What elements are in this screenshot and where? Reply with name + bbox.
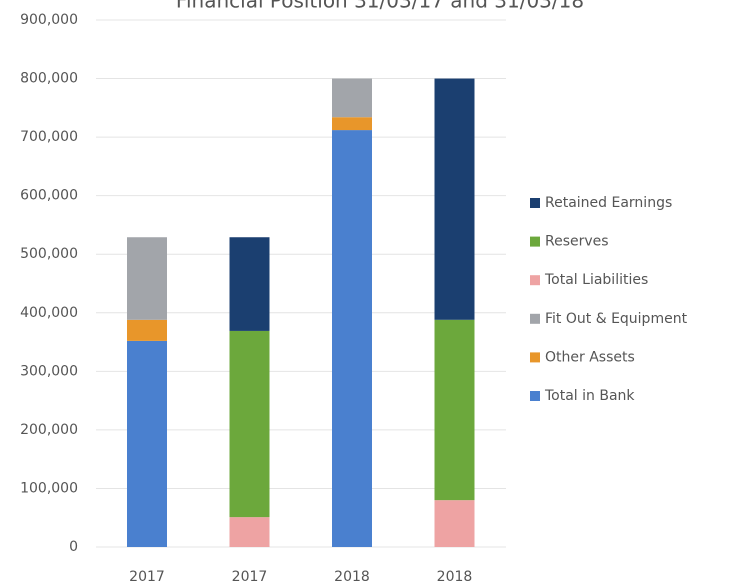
y-tick-label: 300,000 — [20, 363, 78, 379]
y-tick-label: 500,000 — [20, 246, 78, 262]
legend-label: Fit Out & Equipment — [545, 311, 688, 327]
legend-swatch — [530, 313, 540, 324]
x-tick-label: 2018 — [437, 569, 473, 581]
y-tick-label: 100,000 — [20, 480, 78, 496]
x-tick-label: 2017 — [232, 569, 268, 581]
bar-segment — [229, 517, 270, 547]
bar-segment — [229, 237, 270, 331]
chart-title: Financial Position 31/03/17 and 31/03/18 — [176, 0, 584, 13]
bar-segment — [434, 500, 475, 547]
x-tick-label: 2017 — [129, 569, 165, 581]
legend-label: Other Assets — [545, 349, 635, 365]
legend-swatch — [530, 198, 540, 208]
bar-segment — [332, 130, 372, 547]
legend-label: Retained Earnings — [545, 195, 672, 211]
legend-swatch — [530, 391, 540, 401]
y-tick-label: 800,000 — [20, 71, 78, 87]
legend-swatch — [530, 275, 540, 286]
bar-segment — [229, 330, 270, 518]
x-tick-label: 2018 — [334, 569, 370, 581]
bar-segment — [434, 78, 475, 320]
y-tick-label: 700,000 — [20, 129, 78, 145]
y-tick-label: 900,000 — [20, 12, 78, 28]
legend-swatch — [530, 352, 540, 363]
bar-segment — [332, 78, 372, 118]
bar-segment — [127, 319, 167, 341]
y-tick-label: 0 — [69, 539, 78, 555]
legend-label: Total in Bank — [544, 388, 635, 404]
y-tick-label: 400,000 — [20, 305, 78, 321]
legend-label: Reserves — [545, 234, 609, 250]
legend-swatch — [530, 236, 540, 247]
y-tick-label: 600,000 — [20, 188, 78, 204]
bar-segment — [434, 319, 475, 501]
bar-segment — [127, 237, 167, 320]
bar-segment — [332, 117, 372, 131]
bar-segment — [127, 340, 167, 547]
legend-label: Total Liabilities — [544, 272, 648, 288]
y-tick-label: 200,000 — [20, 422, 78, 438]
